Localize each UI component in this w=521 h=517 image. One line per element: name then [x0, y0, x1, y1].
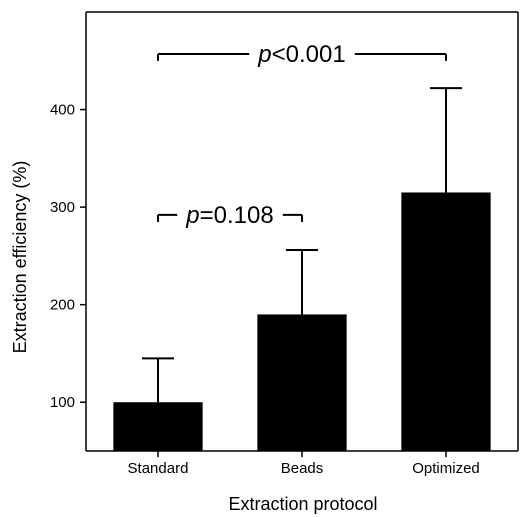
plot-area	[86, 11, 519, 451]
significance-bracket: p<0.001	[157, 41, 447, 68]
y-axis: 100 200 300 400	[50, 12, 87, 451]
p-value-label: p=0.108	[185, 202, 273, 229]
bar	[257, 314, 347, 451]
y-tick-label: 100	[50, 394, 75, 411]
x-axis: Standard Beads Optimized	[86, 450, 518, 477]
y-tick-label: 300	[50, 199, 75, 216]
x-tick-label: Beads	[281, 460, 324, 477]
x-tick-label: Standard	[128, 460, 189, 477]
significance-bracket: p=0.108	[157, 202, 303, 229]
bar	[113, 402, 203, 451]
y-tick-label: 400	[50, 102, 75, 119]
y-tick-label: 200	[50, 297, 75, 314]
bars	[113, 192, 491, 451]
x-axis-title: Extraction protocol	[228, 494, 377, 514]
p-value-label: p<0.001	[257, 41, 345, 68]
error-bars	[142, 87, 462, 403]
significance-annotations: p=0.108 p<0.001	[157, 41, 447, 229]
y-axis-title: Extraction efficiency (%)	[10, 161, 30, 354]
x-tick-label: Optimized	[412, 460, 480, 477]
bar	[401, 192, 491, 451]
